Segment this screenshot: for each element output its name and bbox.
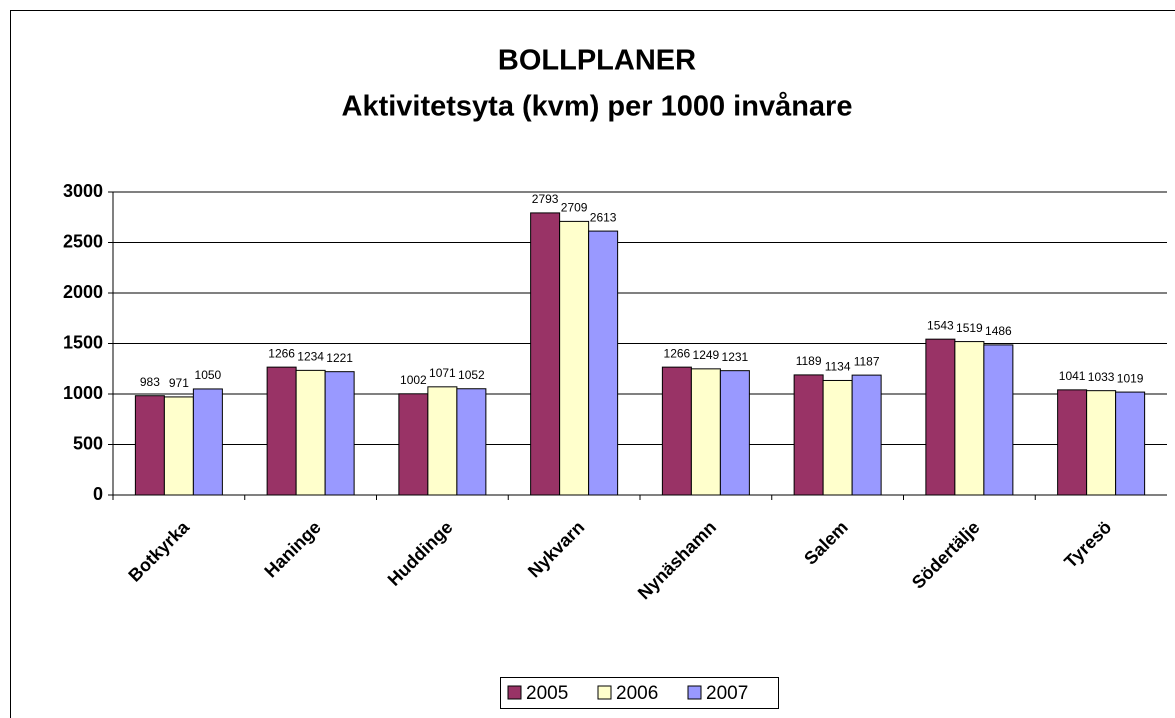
legend-label: 2006 (616, 683, 658, 704)
bar (851, 374, 882, 496)
data-label: 1231 (722, 350, 749, 364)
data-label: 1543 (927, 318, 954, 332)
bar (983, 344, 1014, 496)
bar (530, 212, 561, 496)
y-tick-label: 1500 (63, 332, 103, 352)
data-label: 1234 (297, 350, 324, 364)
data-label: 1041 (1059, 369, 1086, 383)
bar (719, 370, 750, 496)
y-tick-label: 3000 (63, 181, 103, 201)
y-tick-label: 1000 (63, 383, 103, 403)
y-tick-label: 0 (93, 484, 103, 504)
data-label: 1019 (1117, 371, 1144, 385)
bar (163, 396, 194, 496)
data-label: 1221 (326, 351, 353, 365)
data-label: 1052 (458, 368, 485, 382)
bar (822, 379, 853, 496)
data-label: 2793 (532, 192, 559, 206)
bar (456, 388, 487, 496)
data-label: 1249 (693, 348, 720, 362)
data-label: 1266 (268, 346, 295, 360)
data-label: 1033 (1088, 370, 1115, 384)
bar (1086, 390, 1117, 496)
y-tick-label: 500 (73, 433, 103, 453)
bar (1115, 391, 1146, 496)
legend-swatch (687, 685, 702, 700)
data-label: 1189 (796, 354, 822, 368)
bar (661, 366, 692, 496)
bar (925, 338, 956, 496)
legend-swatch (597, 685, 612, 700)
bar (559, 220, 590, 496)
data-label: 2613 (590, 210, 617, 224)
bar (690, 368, 721, 496)
data-label: 1519 (956, 321, 983, 335)
data-label: 1187 (854, 354, 880, 368)
chart-title: BOLLPLANER (498, 45, 696, 77)
data-label: 1002 (400, 373, 427, 387)
legend-label: 2007 (706, 683, 748, 704)
data-label: 1134 (825, 360, 851, 374)
y-tick-label: 2500 (63, 231, 103, 251)
legend-swatch (507, 685, 522, 700)
bar (588, 230, 619, 496)
data-label: 1486 (985, 324, 1012, 338)
bar (398, 393, 429, 496)
data-label: 1050 (195, 368, 222, 382)
bar (427, 386, 458, 496)
bar (1057, 389, 1088, 496)
bar (295, 369, 326, 496)
data-label: 983 (140, 375, 160, 389)
legend (500, 677, 779, 709)
y-tick-label: 2000 (63, 282, 103, 302)
chart-subtitle: Aktivitetsyta (kvm) per 1000 invånare (342, 91, 853, 123)
bar (266, 366, 297, 496)
data-label: 1071 (429, 366, 456, 380)
bar (793, 374, 824, 496)
bar (324, 371, 355, 496)
legend-label: 2005 (526, 683, 568, 704)
bar (134, 395, 165, 496)
data-label: 2709 (561, 201, 588, 215)
data-label: 1266 (664, 346, 691, 360)
bar (192, 388, 223, 496)
bar (954, 341, 985, 496)
data-label: 971 (169, 376, 189, 390)
